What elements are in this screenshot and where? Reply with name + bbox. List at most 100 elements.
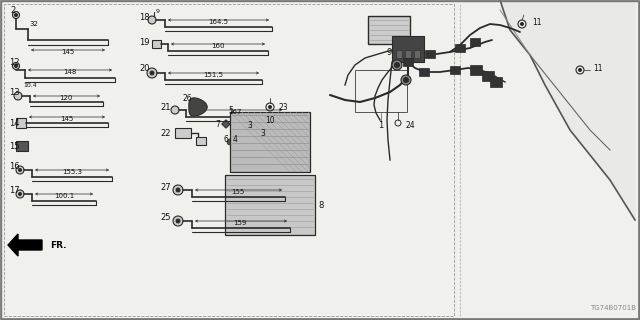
Text: 17: 17	[9, 186, 20, 195]
Text: 6: 6	[223, 134, 228, 143]
Text: 15: 15	[9, 141, 19, 150]
Bar	[482, 71, 494, 81]
Text: 167: 167	[228, 109, 242, 115]
Circle shape	[520, 22, 524, 26]
Text: 155.3: 155.3	[62, 169, 82, 175]
Text: 164.5: 164.5	[208, 19, 228, 25]
Text: 22: 22	[160, 129, 170, 138]
Text: 16: 16	[9, 162, 20, 171]
Bar	[196, 137, 206, 145]
Circle shape	[15, 13, 17, 17]
Circle shape	[13, 62, 19, 69]
Circle shape	[579, 68, 582, 71]
Text: 10.4: 10.4	[23, 83, 37, 87]
Text: 11: 11	[593, 63, 602, 73]
Polygon shape	[222, 120, 230, 128]
Text: 18: 18	[139, 12, 150, 21]
Bar	[175, 128, 191, 138]
Bar	[470, 65, 482, 75]
Circle shape	[255, 134, 261, 140]
Text: 1: 1	[378, 121, 383, 130]
Circle shape	[401, 75, 411, 85]
Circle shape	[150, 71, 154, 75]
Text: 148: 148	[63, 69, 77, 75]
Circle shape	[16, 190, 24, 198]
Circle shape	[171, 106, 179, 114]
Text: 145: 145	[61, 49, 75, 55]
Text: 25: 25	[160, 212, 170, 221]
Bar	[450, 66, 460, 74]
Text: 100.1: 100.1	[54, 193, 74, 199]
Text: 155: 155	[232, 189, 244, 195]
Text: 2: 2	[10, 5, 15, 14]
Circle shape	[403, 77, 408, 83]
Circle shape	[176, 188, 180, 192]
Text: TG74B0701B: TG74B0701B	[590, 305, 636, 311]
Text: 32: 32	[29, 21, 38, 27]
Text: 120: 120	[60, 95, 73, 101]
Text: 20: 20	[139, 63, 150, 73]
Text: 27: 27	[160, 182, 171, 191]
Bar	[425, 50, 435, 58]
Text: 9: 9	[156, 9, 160, 13]
Text: 9: 9	[387, 47, 392, 57]
Circle shape	[173, 185, 183, 195]
Polygon shape	[500, 0, 635, 220]
Text: 4: 4	[232, 134, 237, 143]
Bar	[225, 175, 315, 235]
Circle shape	[269, 106, 271, 108]
Circle shape	[176, 219, 180, 223]
Circle shape	[392, 60, 402, 70]
Circle shape	[173, 216, 183, 226]
Circle shape	[14, 92, 22, 100]
FancyBboxPatch shape	[231, 114, 263, 126]
Text: 3: 3	[248, 121, 252, 130]
Bar	[470, 38, 480, 46]
Text: 160: 160	[211, 43, 225, 49]
Bar	[419, 68, 429, 76]
Text: 7: 7	[216, 119, 220, 129]
Circle shape	[227, 139, 233, 145]
Bar	[405, 50, 411, 58]
Bar	[490, 77, 502, 87]
Text: 3: 3	[260, 129, 266, 138]
Bar	[368, 16, 410, 44]
Bar	[230, 112, 310, 172]
Bar	[455, 44, 465, 52]
Circle shape	[147, 68, 157, 78]
Circle shape	[13, 12, 19, 19]
Text: 13: 13	[9, 87, 20, 97]
Text: 19: 19	[139, 37, 150, 46]
Circle shape	[19, 169, 22, 172]
Bar	[396, 50, 402, 58]
Text: 24: 24	[405, 121, 415, 130]
Text: 145: 145	[60, 116, 74, 122]
Bar	[403, 58, 413, 66]
Text: 12: 12	[9, 58, 19, 67]
Bar	[16, 141, 28, 151]
Polygon shape	[189, 98, 207, 116]
Circle shape	[148, 16, 156, 24]
Bar	[4, 4, 454, 316]
Bar	[16, 118, 26, 128]
Text: 23: 23	[278, 102, 287, 111]
Text: 11: 11	[532, 18, 541, 27]
Circle shape	[394, 62, 399, 68]
Text: 14: 14	[9, 118, 19, 127]
Bar	[355, 70, 407, 112]
Circle shape	[252, 124, 259, 132]
Circle shape	[16, 166, 24, 174]
Bar	[152, 40, 161, 48]
Text: 159: 159	[234, 220, 246, 226]
Text: 26: 26	[182, 93, 192, 102]
Polygon shape	[8, 234, 42, 256]
Circle shape	[15, 65, 17, 68]
Text: 10: 10	[265, 116, 275, 124]
Text: 21: 21	[160, 102, 170, 111]
Text: FR.: FR.	[50, 241, 67, 250]
Circle shape	[19, 193, 22, 196]
Circle shape	[237, 139, 243, 145]
Polygon shape	[235, 113, 243, 121]
Text: 8: 8	[318, 201, 323, 210]
Bar	[414, 50, 420, 58]
